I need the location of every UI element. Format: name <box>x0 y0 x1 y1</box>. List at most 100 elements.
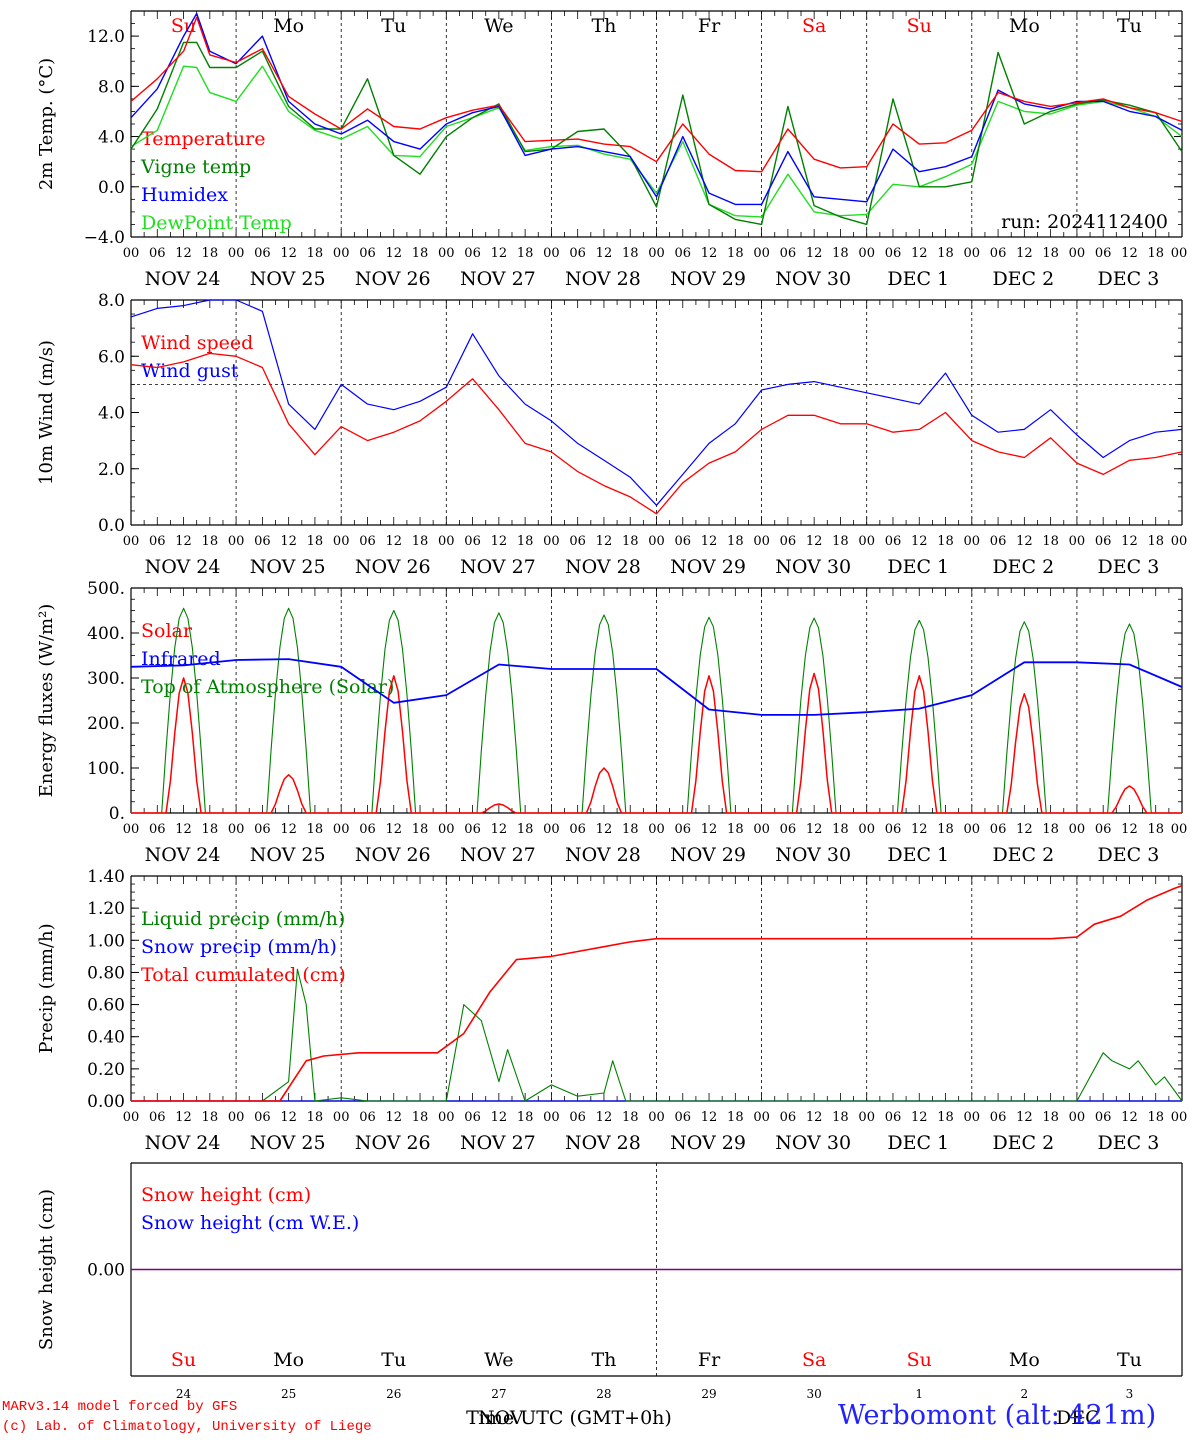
hour-label: 06 <box>990 246 1007 261</box>
hour-label: 12 <box>806 246 823 261</box>
hour-label: 12 <box>701 1110 718 1125</box>
date-label: DEC 3 <box>1098 556 1160 578</box>
series-line-gust <box>130 299 1183 506</box>
date-label: NOV 27 <box>460 268 536 290</box>
date-label: DEC 2 <box>992 1132 1054 1154</box>
hour-label: 12 <box>385 822 402 837</box>
hour-label: 00 <box>438 1110 455 1125</box>
y-tick-label: 500. <box>87 579 125 599</box>
hour-label: 00 <box>753 1110 770 1125</box>
legend-snowp: Snow precip (mm/h) <box>141 936 337 958</box>
hour-label: 06 <box>675 822 692 837</box>
hour-label: 00 <box>333 1110 350 1125</box>
hour-label: 06 <box>780 246 797 261</box>
y-axis-title: 10m Wind (m/s) <box>36 340 57 485</box>
hour-label: 06 <box>464 534 481 549</box>
hour-label: 18 <box>517 246 534 261</box>
hour-label: 12 <box>596 1110 613 1125</box>
date-label: NOV 28 <box>565 268 641 290</box>
hour-label: 18 <box>307 246 324 261</box>
hour-label: 12 <box>806 1110 823 1125</box>
y-axis-title: Precip (mm/h) <box>36 923 57 1053</box>
hour-label: 12 <box>491 1110 508 1125</box>
hour-label: 00 <box>438 534 455 549</box>
hour-label: 06 <box>1095 1110 1112 1125</box>
hour-label: 18 <box>622 246 639 261</box>
date-label: DEC 3 <box>1098 268 1160 290</box>
legend-humidex: Humidex <box>141 184 228 206</box>
hour-label: 00 <box>228 246 245 261</box>
hour-label: 06 <box>464 246 481 261</box>
hour-label: 12 <box>491 534 508 549</box>
hour-label: 00 <box>333 822 350 837</box>
day-name-bottom: We <box>484 1349 513 1371</box>
month-label-nov: NOV <box>478 1407 524 1429</box>
date-label: NOV 30 <box>775 844 851 866</box>
y-tick-label: −4.0 <box>84 228 125 248</box>
hour-label: 18 <box>622 822 639 837</box>
hour-label: 12 <box>806 822 823 837</box>
hour-label: 06 <box>780 822 797 837</box>
hour-label: 00 <box>543 246 560 261</box>
legend-dew: DewPoint Temp <box>141 212 292 234</box>
hour-label: 12 <box>1016 246 1033 261</box>
hour-label: 12 <box>1121 534 1138 549</box>
date-label: DEC 3 <box>1098 844 1160 866</box>
hour-label: 00 <box>964 822 981 837</box>
hour-label: 00 <box>964 534 981 549</box>
day-name-bottom: Su <box>171 1349 196 1371</box>
hour-label: 12 <box>280 534 297 549</box>
hour-label: 12 <box>491 822 508 837</box>
hour-label: 06 <box>254 534 271 549</box>
date-label: NOV 27 <box>460 556 536 578</box>
day-name-top: Tu <box>1117 15 1142 37</box>
y-tick-label: 6.0 <box>98 347 125 367</box>
hour-label: 06 <box>990 1110 1007 1125</box>
hour-label: 18 <box>622 534 639 549</box>
day-number: 1 <box>915 1387 923 1401</box>
hour-label: 00 <box>1069 534 1086 549</box>
hour-label: 06 <box>990 822 1007 837</box>
hour-label: 00 <box>333 246 350 261</box>
day-number: 25 <box>281 1387 296 1401</box>
hour-label: 12 <box>175 1110 192 1125</box>
hour-label: 06 <box>780 1110 797 1125</box>
hour-label: 06 <box>885 1110 902 1125</box>
day-name-bottom: Mo <box>273 1349 304 1371</box>
hour-label: 12 <box>385 246 402 261</box>
hour-label: 00 <box>1069 1110 1086 1125</box>
hour-label: 00 <box>1171 534 1188 549</box>
date-label: NOV 24 <box>145 268 221 290</box>
hour-label: 00 <box>1069 822 1086 837</box>
date-label: NOV 30 <box>775 268 851 290</box>
day-name-top: Su <box>907 15 932 37</box>
y-axis-title: 2m Temp. (°C) <box>36 58 57 190</box>
hour-label: 12 <box>280 246 297 261</box>
hour-label: 12 <box>491 246 508 261</box>
y-tick-label: 4.0 <box>98 404 125 424</box>
date-label: DEC 1 <box>887 268 949 290</box>
hour-label: 00 <box>1171 822 1188 837</box>
y-axis-title: Energy fluxes (W/m²) <box>36 604 57 798</box>
hour-label: 06 <box>359 1110 376 1125</box>
hour-label: 00 <box>228 1110 245 1125</box>
legend-gust: Wind gust <box>141 360 239 382</box>
hour-label: 18 <box>832 246 849 261</box>
hour-label: 06 <box>464 822 481 837</box>
series-line-wind <box>130 352 1183 515</box>
y-axis-title: Snow height (cm) <box>36 1189 57 1350</box>
hour-label: 12 <box>806 534 823 549</box>
hour-label: 12 <box>596 534 613 549</box>
legend-solar: Solar <box>141 620 193 642</box>
day-name-top: Th <box>591 15 616 37</box>
date-label: DEC 2 <box>992 844 1054 866</box>
hour-label: 12 <box>701 534 718 549</box>
hour-label: 18 <box>727 246 744 261</box>
hour-label: 00 <box>753 534 770 549</box>
date-label: NOV 27 <box>460 1132 536 1154</box>
hour-label: 18 <box>937 246 954 261</box>
hour-label: 06 <box>1095 246 1112 261</box>
date-label: NOV 25 <box>250 1132 326 1154</box>
hour-label: 12 <box>175 534 192 549</box>
y-tick-label: 4.0 <box>98 128 125 148</box>
